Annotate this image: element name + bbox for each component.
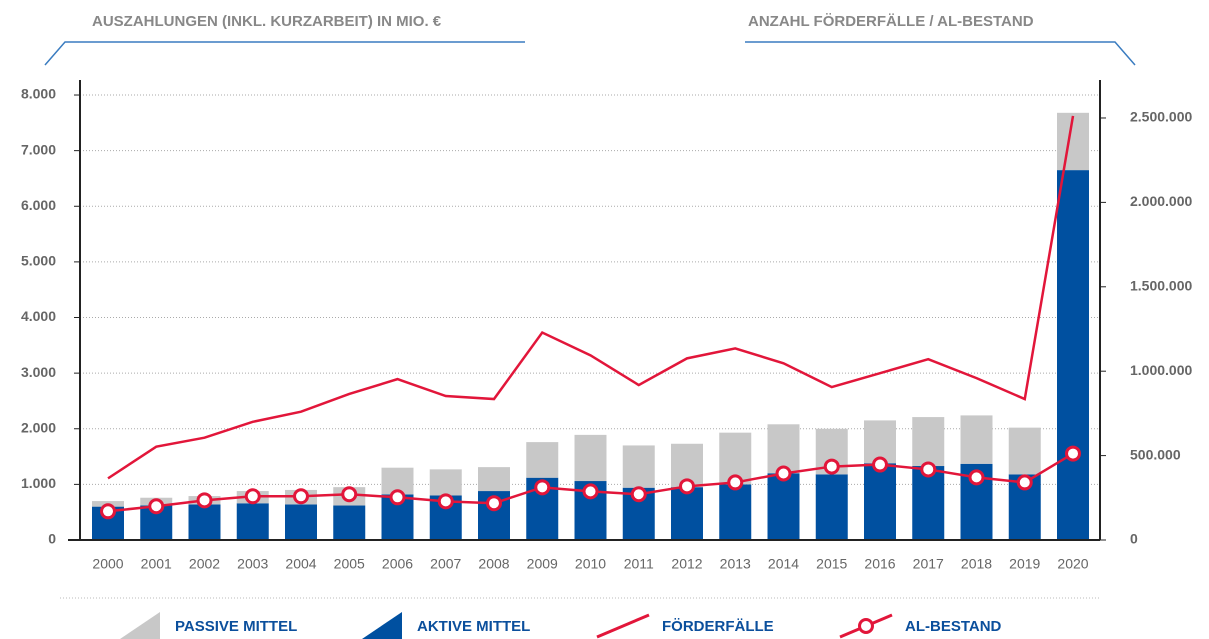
y2-tick-label: 1.500.000 [1130,277,1192,293]
y-tick-label: 2.000 [21,419,56,435]
line-marker [534,479,551,496]
line-marker [679,478,695,495]
bar [622,445,655,488]
bar [188,504,221,540]
line-marker [630,486,647,503]
y-tick-label: 3.000 [21,364,56,380]
legend-marker [858,618,874,634]
bar [960,415,993,464]
bar [912,417,945,467]
bar [864,420,896,464]
line-marker [582,483,599,500]
bar [767,473,800,540]
legend-swatch [362,612,402,639]
x-tick-label: 2010 [575,556,606,572]
y-tick-label: 4.000 [21,308,56,324]
bar [478,467,510,492]
x-tick-label: 2012 [671,556,702,572]
y-tick-label: 5.000 [21,253,56,269]
x-tick-label: 2006 [382,556,413,572]
line-marker [389,489,406,506]
line-marker [341,486,358,503]
bar [1008,427,1041,475]
bar [333,505,366,540]
header-bracket [44,41,525,66]
line-marker [293,488,309,505]
x-tick-label: 2019 [1009,556,1040,572]
x-tick-label: 2007 [430,556,461,572]
bar [671,487,703,540]
bar [574,434,607,482]
x-tick-label: 2017 [913,556,944,572]
line-marker [1065,445,1081,462]
x-tick-label: 2003 [237,556,268,572]
x-tick-label: 2013 [720,556,751,572]
x-tick-label: 2020 [1057,556,1088,572]
bar [719,484,752,540]
x-tick-label: 2018 [961,556,992,572]
line-marker [244,488,261,505]
x-tick-label: 2002 [189,556,220,572]
bar [429,469,462,496]
x-tick-label: 2004 [285,556,316,572]
x-tick-label: 2005 [334,556,365,572]
y-tick-label: 6.000 [21,197,56,213]
bar [767,424,800,474]
line-marker [968,469,985,486]
x-tick-label: 2009 [527,556,558,572]
line-marker [196,492,213,509]
line-marker [100,503,116,520]
y2-axis-label: ANZAHL FÖRDERFÄLLE / AL-BESTAND [748,13,1034,30]
y-tick-label: 7.000 [21,141,56,157]
line-marker [1016,474,1033,491]
line [107,115,1075,480]
bar [864,463,896,540]
bar [1057,170,1089,540]
line-marker [775,465,792,482]
line-marker [872,456,888,473]
x-tick-label: 2000 [92,556,123,572]
y2-tick-label: 2.500.000 [1130,109,1192,125]
y-tick-label: 1.000 [21,475,56,491]
x-tick-label: 2008 [478,556,509,572]
line-marker [727,474,744,491]
bar [236,503,269,540]
x-tick-label: 2001 [141,556,172,572]
legend-label: AL-BESTAND [905,618,1002,635]
bar [285,504,317,540]
bar [912,466,945,540]
y2-tick-label: 1.000.000 [1130,362,1192,378]
x-tick-label: 2011 [624,556,654,572]
y2-tick-label: 500.000 [1130,446,1181,462]
line-marker [486,495,502,512]
y2-tick-label: 2.000.000 [1130,193,1192,209]
legend-swatch [120,612,160,639]
line-marker [437,493,454,510]
legend-label: FÖRDERFÄLLE [662,618,774,635]
y-tick-label: 0 [48,531,56,547]
x-tick-label: 2015 [816,556,847,572]
x-tick-label: 2014 [768,556,799,572]
y-axis-label: AUSZAHLUNGEN (INKL. KURZARBEIT) IN MIO. … [92,13,442,30]
y-tick-label: 8.000 [21,86,56,102]
header-bracket [745,41,1136,66]
legend-label: AKTIVE MITTEL [417,618,530,635]
line-marker [148,498,165,515]
line-marker [823,458,840,475]
legend-swatch [596,613,650,639]
x-tick-label: 2016 [864,556,895,572]
legend-label: PASSIVE MITTEL [175,618,297,635]
y2-tick-label: 0 [1130,531,1138,547]
line-marker [920,461,937,478]
bar [815,474,848,540]
bar [526,442,559,478]
